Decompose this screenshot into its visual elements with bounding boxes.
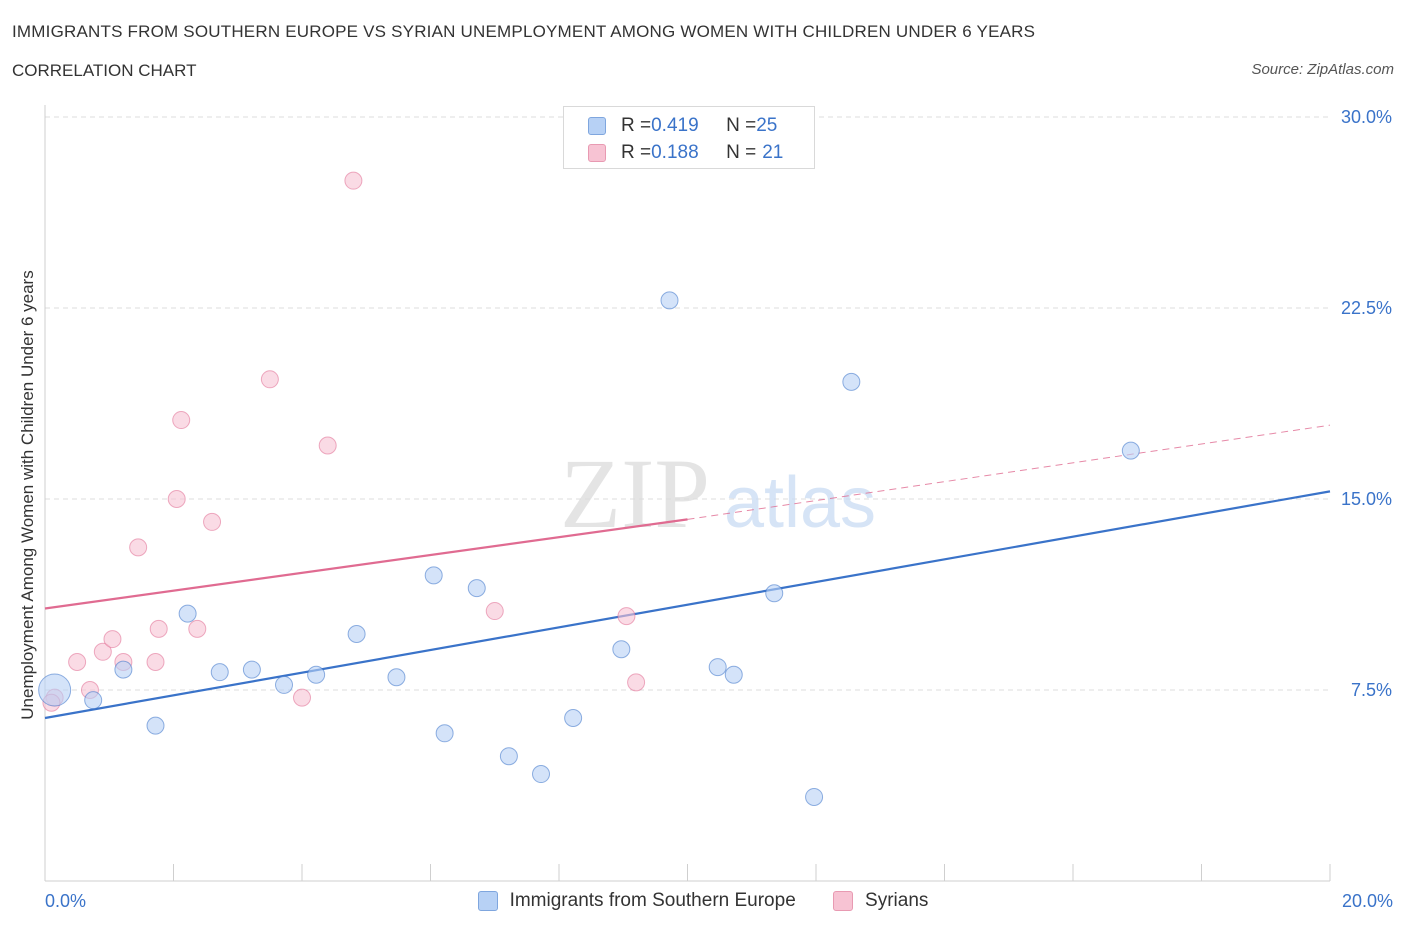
axes bbox=[44, 105, 1331, 882]
point-southern-europe bbox=[805, 787, 824, 806]
point-syrians bbox=[293, 688, 311, 707]
point-southern-europe bbox=[38, 673, 72, 707]
stats-swatch-southern-europe bbox=[588, 117, 606, 135]
legend-label-syrians: Syrians bbox=[865, 890, 929, 911]
watermark-zip: ZIP bbox=[560, 438, 710, 549]
stats-r-value: 0.188 bbox=[651, 142, 699, 163]
point-syrians bbox=[188, 619, 207, 638]
stats-n-label: N = bbox=[726, 142, 757, 163]
y-tick-label: 15.0% bbox=[1341, 489, 1392, 509]
data-points bbox=[38, 171, 1140, 806]
point-southern-europe bbox=[387, 668, 406, 687]
point-syrians bbox=[146, 652, 165, 671]
point-syrians bbox=[260, 370, 279, 389]
legend-swatch-syrians bbox=[833, 891, 854, 911]
stats-r-value: 0.419 bbox=[651, 115, 699, 136]
trend-lines bbox=[44, 424, 1331, 720]
point-southern-europe bbox=[178, 604, 197, 623]
point-southern-europe bbox=[307, 665, 326, 684]
legend-item-syrians[interactable]: Syrians bbox=[833, 890, 928, 912]
point-southern-europe bbox=[612, 640, 631, 659]
point-southern-europe bbox=[242, 660, 261, 679]
stats-r-label: R = bbox=[621, 142, 652, 163]
point-syrians bbox=[103, 630, 122, 649]
point-syrians bbox=[129, 538, 148, 557]
point-syrians bbox=[203, 512, 222, 531]
point-southern-europe bbox=[114, 660, 133, 679]
trend-line-syrians bbox=[44, 518, 688, 610]
point-southern-europe bbox=[564, 709, 583, 728]
x-tick-label-min: 0.0% bbox=[45, 891, 87, 911]
point-syrians bbox=[167, 490, 186, 508]
point-syrians bbox=[68, 652, 87, 671]
stats-row-syrians: R = 0.188 N = 21 bbox=[588, 141, 783, 165]
point-southern-europe bbox=[275, 675, 294, 694]
stats-n-value: 21 bbox=[762, 142, 784, 163]
point-southern-europe bbox=[499, 747, 518, 766]
chart-subtitle: CORRELATION CHART bbox=[12, 61, 197, 80]
y-tick-label: 7.5% bbox=[1351, 680, 1392, 700]
legend-label-southern-europe: Immigrants from Southern Europe bbox=[509, 890, 796, 911]
y-tick-label: 22.5% bbox=[1341, 298, 1392, 318]
watermark: ZIP atlas bbox=[560, 438, 876, 549]
point-southern-europe bbox=[765, 584, 784, 603]
stats-r-label: R = bbox=[621, 115, 652, 136]
point-southern-europe bbox=[435, 724, 454, 743]
stats-swatch-syrians bbox=[588, 144, 606, 162]
legend: Immigrants from Southern Europe Syrians bbox=[0, 890, 1406, 917]
y-tick-labels: 7.5% 15.0% 22.5% 30.0% bbox=[1341, 107, 1392, 700]
legend-item-southern-europe[interactable]: Immigrants from Southern Europe bbox=[477, 890, 796, 912]
chart-title: IMMIGRANTS FROM SOUTHERN EUROPE VS SYRIA… bbox=[12, 22, 1036, 41]
point-syrians bbox=[627, 673, 646, 692]
stats-row-southern-europe: R = 0.419 N = 25 bbox=[588, 114, 777, 138]
source-credit: Source: ZipAtlas.com bbox=[1251, 61, 1394, 78]
y-tick-label: 30.0% bbox=[1341, 107, 1392, 127]
trend-line-southern-europe bbox=[44, 490, 1331, 720]
point-syrians bbox=[149, 619, 168, 638]
point-southern-europe bbox=[1121, 441, 1140, 460]
stats-box: R = 0.419 N = 25 R = 0.188 N = 21 bbox=[563, 106, 815, 169]
stats-n-label: N = bbox=[726, 115, 757, 136]
stats-n-value: 25 bbox=[756, 115, 778, 136]
point-syrians bbox=[172, 411, 191, 430]
legend-swatch-southern-europe bbox=[477, 891, 498, 911]
point-southern-europe bbox=[347, 624, 366, 643]
trend-line-syrians-extension bbox=[687, 424, 1331, 520]
point-southern-europe bbox=[146, 716, 165, 735]
point-southern-europe bbox=[467, 579, 486, 598]
point-southern-europe bbox=[660, 291, 679, 310]
x-tick-label-max: 20.0% bbox=[1341, 891, 1393, 911]
point-southern-europe bbox=[424, 566, 443, 585]
point-syrians bbox=[318, 436, 337, 455]
point-syrians bbox=[93, 642, 112, 661]
y-axis-label: Unemployment Among Women with Children U… bbox=[18, 270, 37, 720]
point-syrians bbox=[485, 602, 504, 621]
point-southern-europe bbox=[842, 372, 861, 391]
point-syrians bbox=[344, 171, 363, 190]
point-syrians bbox=[617, 607, 636, 626]
point-southern-europe bbox=[210, 663, 229, 682]
point-southern-europe bbox=[532, 765, 551, 784]
point-southern-europe bbox=[708, 658, 727, 677]
point-southern-europe bbox=[724, 665, 743, 684]
point-southern-europe bbox=[84, 691, 103, 710]
